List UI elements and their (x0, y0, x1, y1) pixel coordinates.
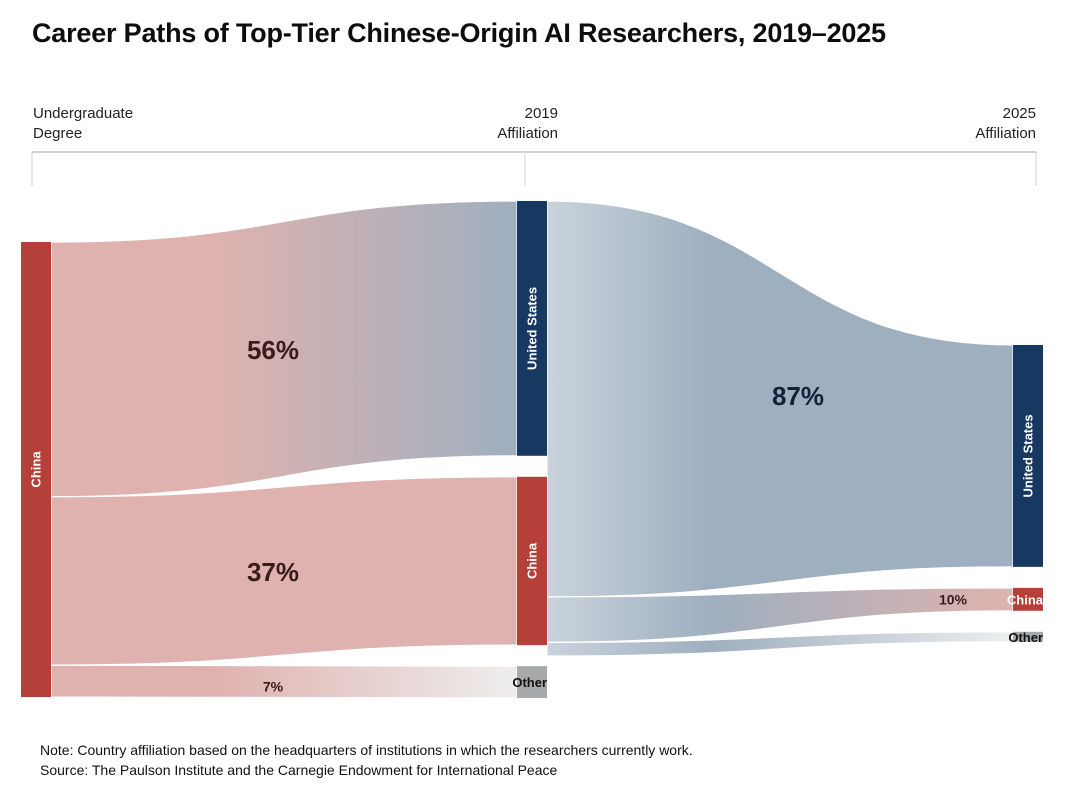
node-label-ug-china: China (29, 451, 44, 488)
stage-header-line2: Affiliation (975, 125, 1036, 142)
node-y25-us (1013, 345, 1043, 567)
node-ug-china (21, 242, 51, 697)
stage-header-line1: Undergraduate (33, 105, 134, 122)
flow-label: 37% (247, 557, 299, 587)
chart-title: Career Paths of Top-Tier Chinese-Origin … (32, 18, 886, 48)
node-y19-other (517, 666, 547, 698)
stage-header-line1: 2025 (1002, 105, 1036, 122)
stage-header-2025: 2025 Affiliation (936, 104, 1036, 144)
node-label-y25-us: United States (1021, 414, 1036, 497)
node-y25-other (1013, 631, 1043, 642)
stage-header-undergraduate: Undergraduate Degree (33, 104, 133, 144)
stage-header-line1: 2019 (524, 105, 558, 122)
node-y19-china (517, 476, 547, 646)
node-label-y25-china: China (1007, 592, 1044, 607)
chart-notes: Note: Country affiliation based on the h… (40, 740, 693, 780)
node-label-y25-other: Other (1008, 630, 1043, 645)
flow-ug-china-to-y19-other (50, 664, 518, 699)
sankey-nodes (21, 201, 1043, 698)
node-y19-us (517, 201, 547, 456)
stage-header-line2: Affiliation (497, 125, 558, 142)
stage-header-line2: Degree (33, 125, 83, 142)
note-text: Note: Country affiliation based on the h… (40, 742, 693, 758)
stage-bracket (31, 151, 1037, 186)
node-label-y19-other: Other (512, 675, 547, 690)
flow-label: 56% (247, 335, 299, 365)
source-text: Source: The Paulson Institute and the Ca… (40, 762, 558, 778)
flow-y19-us-to-y25-china (546, 587, 1014, 643)
flow-label: 7% (263, 679, 284, 695)
sankey-links (50, 200, 1014, 699)
stage-header-2019: 2019 Affiliation (440, 104, 558, 144)
node-label-y19-us: United States (525, 287, 540, 370)
flow-label: 87% (772, 381, 824, 411)
flow-label: 10% (939, 591, 968, 607)
node-y25-china (1013, 587, 1043, 611)
node-label-y19-china: China (525, 542, 540, 579)
sankey-labels: 56% 37% 7% 87% 10% China United States China Oth… (29, 287, 1044, 695)
